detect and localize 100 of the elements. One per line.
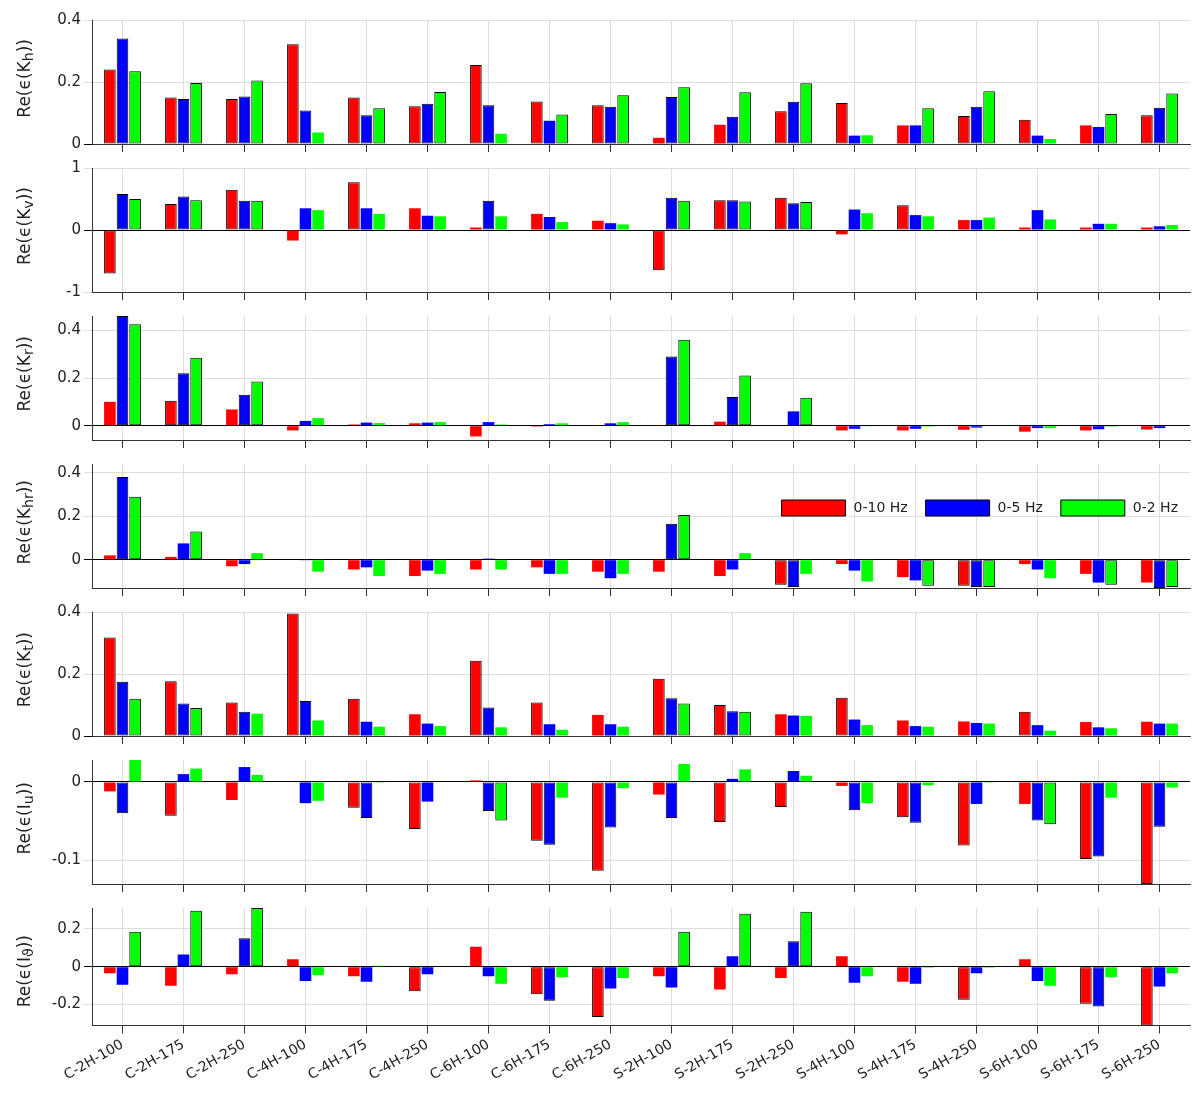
bar [421, 215, 434, 230]
bar [556, 782, 568, 798]
bar [1031, 560, 1044, 570]
y-tick-label: 0.2 [57, 506, 81, 525]
bar [617, 560, 629, 574]
bar [1092, 426, 1105, 430]
bar [1166, 782, 1178, 788]
bar [1166, 225, 1178, 230]
bar [617, 224, 629, 230]
bar [922, 782, 934, 786]
bar [421, 967, 434, 975]
bar [653, 782, 665, 795]
y-tick-label: -0.1 [51, 850, 81, 869]
bar [800, 775, 812, 782]
bar [1141, 426, 1153, 430]
bar [861, 967, 873, 977]
bar [238, 767, 251, 782]
bar [409, 714, 421, 736]
bar [165, 967, 177, 986]
bar [1105, 967, 1117, 978]
bar [312, 782, 324, 801]
bar [983, 723, 995, 736]
bar [592, 220, 604, 230]
bar [495, 133, 507, 144]
bar [495, 727, 507, 736]
y-tick-label: 0.4 [57, 601, 81, 620]
bar [226, 560, 238, 567]
bar [373, 560, 385, 577]
bar [909, 560, 922, 581]
bar [775, 714, 787, 736]
bar [251, 553, 263, 560]
bar [470, 560, 482, 570]
bar [592, 714, 604, 736]
bar [1092, 560, 1105, 583]
bar [653, 137, 665, 144]
bar [299, 967, 312, 981]
bar [287, 959, 299, 967]
bar [787, 411, 800, 426]
bar [726, 956, 739, 967]
bar [421, 723, 434, 736]
bar [787, 715, 800, 736]
bar [897, 426, 909, 431]
bar [1105, 223, 1117, 230]
bar [861, 560, 873, 582]
bar [1080, 125, 1092, 144]
bar [1141, 721, 1153, 736]
bar [1092, 727, 1105, 736]
bar [836, 782, 848, 786]
bar [970, 967, 983, 974]
bar [604, 560, 617, 579]
bar [836, 560, 848, 565]
bar [177, 543, 190, 560]
bar [909, 125, 922, 144]
bar [409, 208, 421, 230]
bar [861, 213, 873, 230]
legend-label: 0-10 Hz [853, 498, 908, 515]
bar [836, 426, 848, 431]
bar [177, 954, 190, 967]
bar [495, 560, 507, 570]
legend-label: 0-5 Hz [997, 498, 1043, 515]
bar [1153, 723, 1166, 736]
bar [909, 726, 922, 736]
y-tick-label: 0.4 [57, 9, 81, 28]
bar [848, 560, 861, 571]
bar [482, 967, 495, 977]
bar [104, 967, 116, 974]
y-tick-label: 0.2 [57, 663, 81, 682]
bar [129, 760, 141, 782]
bar [1080, 722, 1092, 736]
bar [1044, 219, 1056, 230]
y-tick-label: 0 [71, 415, 81, 434]
y-tick-label: -0.2 [51, 994, 81, 1013]
bar [1019, 560, 1031, 565]
bar [1080, 560, 1092, 574]
bar [556, 729, 568, 736]
bar [104, 782, 116, 792]
y-tick-label: 0 [71, 956, 81, 975]
bar [958, 220, 970, 230]
bar [848, 135, 861, 144]
bar [970, 722, 983, 736]
bar [1019, 959, 1031, 967]
bar [909, 215, 922, 230]
bar [714, 967, 726, 990]
bar [312, 418, 324, 426]
bar [312, 967, 324, 976]
bar [714, 560, 726, 577]
bar [653, 967, 665, 977]
bar [1080, 426, 1092, 431]
y-tick-label: 0 [71, 133, 81, 152]
bar [1031, 210, 1044, 230]
bar [970, 782, 983, 804]
bar [360, 721, 373, 736]
bar [836, 956, 848, 967]
y-tick-label: 1 [71, 157, 81, 176]
bar [1153, 967, 1166, 987]
bar [1153, 226, 1166, 230]
bar [226, 782, 238, 801]
bar [848, 426, 861, 429]
bar [617, 782, 629, 789]
bar [714, 124, 726, 144]
